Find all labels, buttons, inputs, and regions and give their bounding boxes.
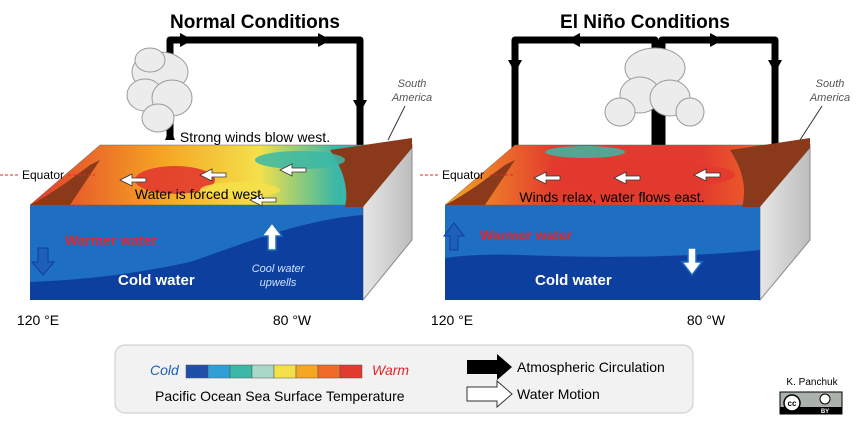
normal-warm-layer xyxy=(30,205,363,282)
normal-water-motion-arrows xyxy=(119,163,307,207)
legend-cold-label: Cold xyxy=(150,362,180,378)
elnino-arrow-right-down xyxy=(768,60,782,73)
elnino-arrow-top-left xyxy=(567,33,580,47)
normal-land-right xyxy=(330,138,412,207)
elnino-downwell-arrow xyxy=(680,247,704,277)
elnino-upwell-arrow xyxy=(442,222,466,251)
normal-warm-pool xyxy=(135,166,215,194)
by-person-icon xyxy=(819,393,831,405)
normal-upwell-arrow xyxy=(260,221,284,251)
legend-swatch xyxy=(229,364,253,379)
elnino-title: El Niño Conditions xyxy=(560,12,730,33)
elnino-warm-band xyxy=(545,161,735,189)
cc-text: cc xyxy=(788,399,797,408)
elnino-warmer-water-label: Warmer water xyxy=(480,227,573,243)
legend-swatch xyxy=(207,364,231,379)
normal-upwell-label-1: Cool water xyxy=(252,263,306,275)
elnino-cool-west xyxy=(545,146,625,158)
legend-swatch xyxy=(251,364,275,379)
elnino-south-america-pointer xyxy=(799,105,823,141)
normal-lon-right: 80 °W xyxy=(273,312,312,328)
elnino-lon-left: 120 °E xyxy=(431,312,473,328)
credit: K. Panchuk cc BY xyxy=(779,377,843,415)
normal-warmer-water-label: Warmer water xyxy=(65,232,158,248)
elnino-south-america-label-2: America xyxy=(809,92,850,104)
elnino-arrow-top-right xyxy=(710,33,723,47)
legend-swatch xyxy=(339,364,363,379)
normal-upwell-label-2: upwells xyxy=(260,277,297,289)
by-text: BY xyxy=(821,409,829,415)
legend-swatch xyxy=(185,364,209,379)
legend-swatch xyxy=(317,364,341,379)
legend-box xyxy=(114,344,694,414)
elnino-water-motion-arrows xyxy=(533,168,721,185)
normal-title: Normal Conditions xyxy=(170,12,340,33)
elnino-south-america-label-1: South xyxy=(816,78,845,90)
normal-loop-arrow-bottom xyxy=(165,128,175,140)
normal-lon-left: 120 °E xyxy=(17,312,59,328)
normal-south-america-label-1: South xyxy=(398,78,427,90)
legend-warm-label: Warm xyxy=(372,362,409,378)
legend-water-arrow-icon xyxy=(466,379,513,409)
elnino-land-left xyxy=(445,160,515,205)
legend-color-scale xyxy=(185,364,363,379)
elnino-land-right xyxy=(730,138,810,207)
normal-loop-arrow-top-left xyxy=(180,33,193,47)
normal-equator-label: Equator xyxy=(22,168,64,182)
elnino-winds-label: Winds relax, water flows east. xyxy=(519,189,704,205)
elnino-cloud-icon xyxy=(604,47,705,127)
elnino-warm-layer xyxy=(445,205,760,258)
cc-badge-bottom xyxy=(780,407,842,414)
elnino-cold-water-label: Cold water xyxy=(535,272,612,289)
elnino-panel: El Niño Conditions xyxy=(420,12,850,328)
elnino-equator-label: Equator xyxy=(442,168,484,182)
normal-loop-arrow-right-down xyxy=(353,100,367,113)
normal-south-america-pointer xyxy=(387,105,406,141)
legend-swatch xyxy=(273,364,297,379)
cc-icon xyxy=(783,394,801,412)
elnino-lon-right: 80 °W xyxy=(687,312,726,328)
elnino-arrow-left-down xyxy=(508,60,522,73)
normal-panel: Normal Conditions xyxy=(0,12,432,328)
legend-sst-label: Pacific Ocean Sea Surface Temperature xyxy=(155,388,405,404)
normal-cold-water-label: Cold water xyxy=(118,272,195,289)
legend-swatch xyxy=(295,364,319,379)
normal-yellow-band xyxy=(200,182,280,198)
legend-water-label: Water Motion xyxy=(517,386,600,402)
normal-downwell-arrow xyxy=(30,247,56,276)
normal-land-left xyxy=(30,160,100,205)
legend-atmo-label: Atmospheric Circulation xyxy=(517,359,665,375)
legend-atmo-arrow-icon xyxy=(467,354,512,380)
credit-author: K. Panchuk xyxy=(786,377,838,388)
normal-water-label: Water is forced west. xyxy=(135,186,265,202)
normal-loop-arrow-top-right xyxy=(318,33,331,47)
legend: Cold Warm Pacific Ocean Sea Surface Temp… xyxy=(114,344,694,414)
normal-cool-tongue xyxy=(255,151,345,169)
normal-cloud-icon xyxy=(126,47,193,133)
normal-south-america-label-2: America xyxy=(391,92,432,104)
normal-winds-label: Strong winds blow west. xyxy=(180,129,330,145)
